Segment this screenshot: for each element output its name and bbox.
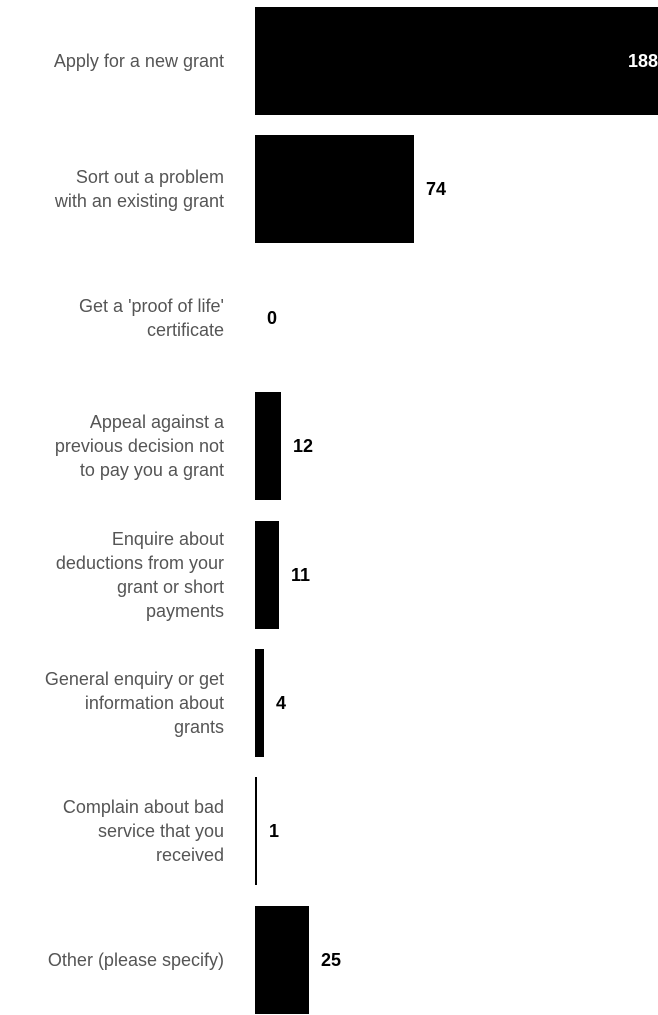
bar [255,649,264,757]
category-label-line: Complain about bad [62,797,224,818]
value-label: 0 [267,307,278,328]
value-label: 1 [269,821,280,842]
category-label-line: payments [145,600,224,621]
category-label-line: Get a 'proof of life' [79,295,224,316]
category-label: Complain about bad service that you receiv… [0,777,224,885]
category-label-line: with an existing grant [54,191,224,212]
category-label-line: received [155,845,224,866]
category-label: Apply for a new grant [0,7,224,115]
category-label-line: Apply for a new grant [53,51,224,71]
category-label-line: Appeal against a [89,412,224,433]
value-label: 25 [321,949,342,970]
value-label: 4 [276,693,287,713]
category-label: General enquiry or get information about g… [0,649,224,757]
category-label: Enquire about deductions from your grant o… [0,521,224,629]
category-label-line: service that you [97,821,224,842]
category-label-line: General enquiry or get [44,669,224,689]
category-label-line: previous decision not [54,436,224,457]
category-label-line: Enquire about [111,528,224,549]
category-label: Get a 'proof of life' certificate [0,264,224,372]
bar [255,777,257,886]
bar [255,392,281,501]
value-label: 74 [426,179,447,200]
category-label-line: grant or short [116,576,224,597]
category-label: Appeal against a previous decision not to … [0,392,224,500]
bar [255,135,414,244]
category-label-line: to pay you a grant [79,460,224,481]
value-label: 12 [293,436,314,457]
category-label-line: information about [84,693,224,713]
category-label: Sort out a problem with an existing grant [0,135,224,243]
bar [255,7,658,115]
category-label-line: Sort out a problem [75,167,224,188]
category-label-line: certificate [146,319,224,340]
value-label: 188 [627,51,658,71]
category-label-line: grants [173,717,224,737]
category-label-line: Other (please specify) [47,949,224,970]
bar [255,905,309,1014]
category-label-line: deductions from your [55,552,224,573]
value-label: 11 [291,564,311,585]
category-label: Other (please specify) [0,906,224,1014]
bar [255,520,279,629]
